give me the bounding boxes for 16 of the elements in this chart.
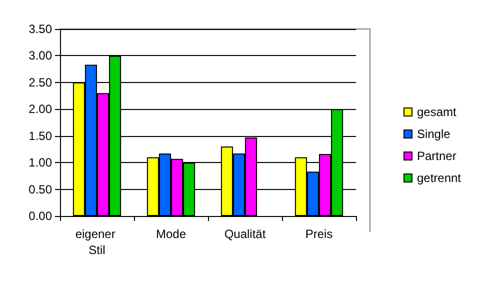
legend-label: gesamt [416, 105, 457, 119]
y-tick-label: 0.50 [28, 182, 52, 196]
legend-label: Single [416, 127, 451, 141]
legend-label: Partner [416, 149, 456, 163]
y-tick-label: 3.50 [28, 22, 52, 36]
y-tick-label: 2.00 [28, 102, 52, 116]
legend-label: getrennt [416, 171, 462, 185]
x-tick-label: Preis [305, 227, 333, 241]
y-tick-label: 1.50 [28, 128, 52, 143]
x-tick-label: eigener Stil [75, 227, 119, 257]
y-tick-label: 0.00 [28, 209, 52, 223]
x-tick-label: Qualität [224, 227, 266, 241]
y-tick-label: 2.50 [28, 75, 52, 90]
y-tick-label: 3.00 [28, 48, 52, 63]
y-tick-label: 1.00 [28, 156, 52, 170]
x-tick-label: Mode [156, 227, 186, 241]
